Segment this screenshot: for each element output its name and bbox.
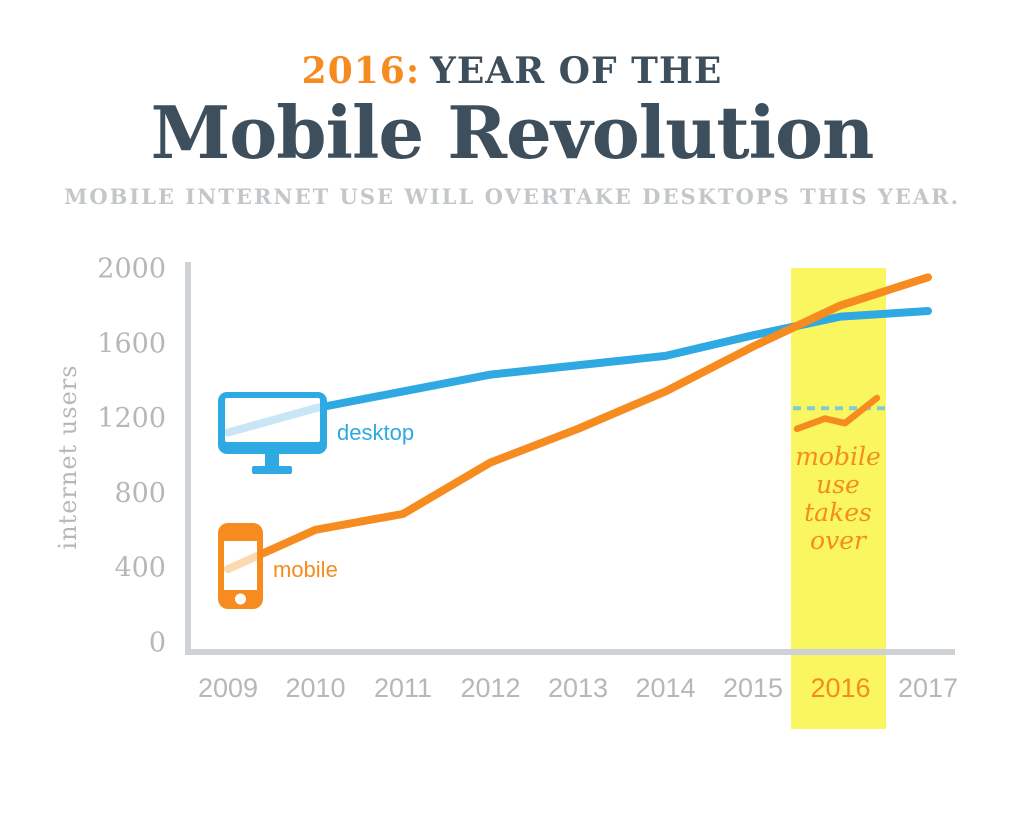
- x-tick-label: 2011: [374, 673, 432, 703]
- page-subtitle: MOBILE INTERNET USE WILL OVERTAKE DESKTO…: [64, 184, 960, 209]
- title-year-accent: 2016:: [301, 50, 421, 92]
- x-axis-tick-labels: 2009 2010 2011 2012 2013 2014 2015 2016 2017: [198, 673, 958, 703]
- desktop-legend-label: desktop: [337, 420, 414, 445]
- x-tick-label: 2013: [548, 673, 608, 703]
- mobile-phone-icon: [218, 523, 263, 609]
- x-tick-label: 2015: [723, 673, 783, 703]
- x-tick-label: 2017: [898, 673, 958, 703]
- y-tick-label: 400: [114, 553, 166, 584]
- x-tick-label: 2010: [285, 673, 345, 703]
- y-tick-label: 0: [149, 627, 166, 658]
- x-tick-label: 2012: [460, 673, 520, 703]
- y-tick-label: 1200: [97, 403, 166, 434]
- desktop-monitor-icon: [218, 392, 327, 474]
- mobile-sparkline: [793, 394, 881, 433]
- y-tick-label: 800: [114, 478, 166, 509]
- y-tick-label: 2000: [97, 253, 166, 284]
- title-kicker-text: YEAR OF THE: [430, 50, 723, 92]
- axes: [185, 262, 955, 655]
- y-axis-tick-labels: 0 400 800 1200 1600 2000: [97, 253, 166, 658]
- y-tick-label: 1600: [97, 328, 166, 359]
- x-tick-label: 2009: [198, 673, 258, 703]
- mobile-line: [224, 273, 932, 574]
- x-tick-label: 2014: [635, 673, 695, 703]
- y-axis-title: internet users: [54, 364, 82, 549]
- takeover-annotation: mobile use takes over: [795, 442, 881, 555]
- mobile-legend-label: mobile: [273, 557, 338, 582]
- page-title: Mobile Revolution: [150, 90, 875, 175]
- x-tick-label: 2016: [810, 673, 870, 703]
- title-kicker: 2016: YEAR OF THE: [0, 50, 1024, 92]
